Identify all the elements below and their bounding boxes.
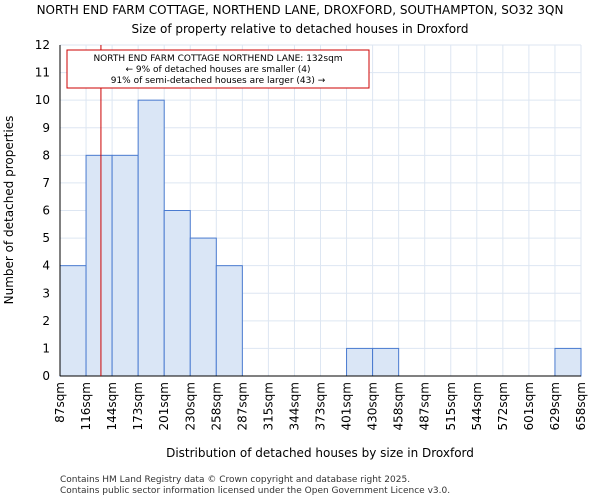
x-tick-label: 230sqm [183,382,197,430]
bar [59,265,87,377]
x-tick-label: 629sqm [548,382,562,430]
y-tick-label: 0 [42,369,50,383]
bars [59,99,582,377]
x-tick-label: 116sqm [79,382,93,430]
y-tick-label: 1 [42,341,50,355]
annotation-line: ← 9% of detached houses are smaller (4) [125,65,310,75]
y-tick-label: 11 [35,66,50,80]
x-ticks: 87sqm 116sqm 144sqm 173sqm 201sqm 230sqm 258sq… [53,382,588,430]
y-axis-label: Number of detached properties [2,116,16,305]
bar [111,154,139,377]
y-tick-label: 3 [42,286,50,300]
x-tick-label: 601sqm [522,382,536,430]
bar [163,210,191,377]
bar [372,347,400,377]
x-tick-label: 572sqm [496,382,510,430]
footer-line-2: Contains public sector information licen… [60,486,450,496]
x-tick-label: 401sqm [340,382,354,430]
x-tick-label: 344sqm [287,382,301,430]
x-tick-label: 258sqm [209,382,223,430]
x-tick-label: 515sqm [444,382,458,430]
y-tick-label: 9 [42,121,50,135]
marker: NORTH END FARM COTTAGE NORTHEND LANE: 13… [66,45,370,376]
x-tick-label: 544sqm [470,382,484,430]
y-tick-label: 8 [42,148,50,162]
bar [554,347,582,377]
y-tick-label: 10 [35,93,50,107]
annotation-line: NORTH END FARM COTTAGE NORTHEND LANE: 13… [93,54,342,64]
bar [189,237,217,377]
y-tick-label: 5 [42,231,50,245]
footer-line-1: Contains HM Land Registry data © Crown c… [60,475,410,485]
x-tick-label: 173sqm [131,382,145,430]
bar [215,265,243,377]
x-tick-label: 458sqm [392,382,406,430]
x-tick-label: 87sqm [53,382,67,423]
y-tick-label: 6 [42,204,50,218]
x-tick-label: 144sqm [105,382,119,430]
bar [346,347,374,377]
x-tick-label: 487sqm [418,382,432,430]
y-tick-label: 12 [35,38,50,52]
x-axis-label: Distribution of detached houses by size … [166,446,474,460]
x-tick-label: 201sqm [157,382,171,430]
x-tick-label: 430sqm [366,382,380,430]
chart-subtitle: Size of property relative to detached ho… [132,22,469,36]
annotation-line: 91% of semi-detached houses are larger (… [111,76,326,86]
axes [59,45,581,377]
chart-title: NORTH END FARM COTTAGE, NORTHEND LANE, D… [37,3,564,17]
y-tick-label: 2 [42,314,50,328]
y-tick-label: 4 [42,259,50,273]
y-tick-label: 7 [42,176,50,190]
x-tick-label: 373sqm [314,382,328,430]
annotation-box [66,49,370,89]
x-tick-label: 287sqm [235,382,249,430]
bar [137,99,165,377]
x-tick-label: 315sqm [261,382,275,430]
x-tick-label: 658sqm [574,382,588,430]
bar [85,154,113,377]
